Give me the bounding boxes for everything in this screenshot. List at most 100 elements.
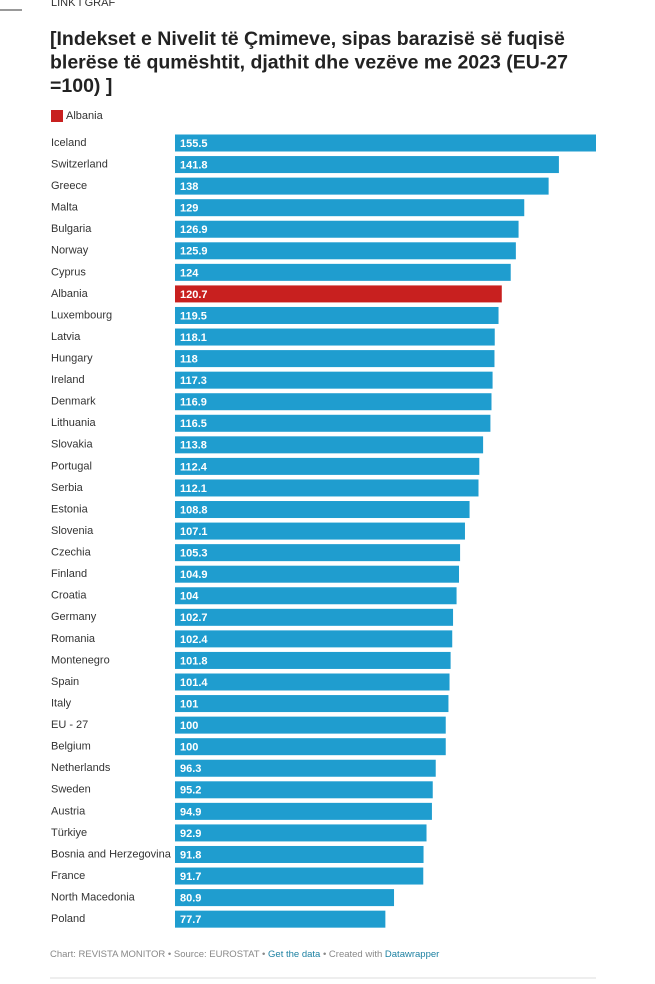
value-label: 104 <box>180 591 199 603</box>
bar <box>175 263 511 281</box>
value-label: 124 <box>180 267 199 279</box>
bar <box>175 759 436 777</box>
value-label: 138 <box>180 181 198 193</box>
value-label: 117.3 <box>180 375 207 387</box>
bar <box>175 781 433 799</box>
category-label: Türkiye <box>51 827 87 839</box>
value-label: 102.4 <box>180 634 208 646</box>
footer-text: Chart: REVISTA MONITOR <box>50 949 165 960</box>
category-label: Bosnia and Herzegovina <box>51 848 172 860</box>
category-label: Hungary <box>51 353 93 365</box>
bar <box>175 350 495 368</box>
value-label: 92.9 <box>180 828 201 840</box>
bar <box>175 501 470 519</box>
footer: Chart: REVISTA MONITOR • Source: EUROSTA… <box>50 949 439 960</box>
category-label: Serbia <box>51 482 84 494</box>
category-label: Denmark <box>51 396 96 408</box>
bar <box>175 651 451 669</box>
category-label: France <box>51 870 85 882</box>
bar <box>175 156 559 174</box>
bar <box>175 371 493 389</box>
category-label: North Macedonia <box>51 892 136 904</box>
value-label: 126.9 <box>180 224 208 236</box>
bar <box>175 867 424 885</box>
footer-link[interactable]: Datawrapper <box>385 949 439 960</box>
value-label: 77.7 <box>180 914 201 926</box>
category-label: Malta <box>51 202 79 214</box>
bar <box>175 630 453 648</box>
bar <box>175 587 457 605</box>
category-label: Latvia <box>51 331 81 343</box>
legend-swatch <box>51 110 63 122</box>
value-label: 112.1 <box>180 483 207 495</box>
legend-label: Albania <box>66 110 104 122</box>
value-label: 116.5 <box>180 418 207 430</box>
value-label: 119.5 <box>180 310 207 322</box>
value-label: 102.7 <box>180 612 208 624</box>
separator: • <box>259 949 268 960</box>
value-label: 100 <box>180 742 198 754</box>
category-label: Bulgaria <box>51 223 92 235</box>
bar <box>175 436 484 454</box>
value-label: 101 <box>180 698 198 710</box>
value-label: 107.1 <box>180 526 208 538</box>
footer-link[interactable]: Get the data <box>268 949 321 960</box>
value-label: 105.3 <box>180 548 208 560</box>
value-label: 94.9 <box>180 806 201 818</box>
chart-title: =100) ] <box>50 75 112 97</box>
value-label: 80.9 <box>180 893 201 905</box>
value-label: 112.4 <box>180 461 208 473</box>
bar <box>175 220 519 238</box>
category-label: Spain <box>51 676 79 688</box>
bar <box>175 738 446 756</box>
bar <box>175 134 596 152</box>
bar <box>175 824 427 842</box>
bar <box>175 199 525 217</box>
value-label: 141.8 <box>180 159 208 171</box>
value-label: 129 <box>180 203 198 215</box>
category-label: Germany <box>51 611 97 623</box>
category-label: Czechia <box>51 547 92 559</box>
bar <box>175 479 479 497</box>
value-label: 96.3 <box>180 763 201 775</box>
bar <box>175 522 465 540</box>
value-label: 95.2 <box>180 785 201 797</box>
value-label: 91.7 <box>180 871 201 883</box>
bar <box>175 673 450 691</box>
separator: • <box>320 949 329 960</box>
bar <box>175 177 549 195</box>
category-label: Poland <box>51 913 85 925</box>
bar <box>175 306 499 324</box>
bar <box>175 608 454 626</box>
category-label: Ireland <box>51 374 85 386</box>
bar <box>175 457 480 475</box>
bar <box>175 544 461 562</box>
value-label: 108.8 <box>180 504 208 516</box>
category-label: Portugal <box>51 460 92 472</box>
bar <box>175 889 395 907</box>
value-label: 118 <box>180 354 198 366</box>
chart-title: blerëse të qumështit, djathit dhe vezëve… <box>50 52 568 74</box>
value-label: 104.9 <box>180 569 208 581</box>
category-label: Belgium <box>51 741 91 753</box>
bar <box>175 328 495 346</box>
category-label: Finland <box>51 568 87 580</box>
value-label: 125.9 <box>180 246 208 258</box>
bar <box>175 393 492 411</box>
category-label: Sweden <box>51 784 91 796</box>
category-label: Montenegro <box>51 654 110 666</box>
bar <box>175 414 491 432</box>
value-label: 101.4 <box>180 677 208 689</box>
value-label: 113.8 <box>180 440 207 452</box>
chart-title: [Indekset e Nivelit të Çmimeve, sipas ba… <box>50 28 565 50</box>
category-label: Italy <box>51 697 72 709</box>
category-label: Albania <box>51 288 89 300</box>
category-label: Austria <box>51 805 86 817</box>
category-label: Greece <box>51 180 87 192</box>
category-label: Switzerland <box>51 158 108 170</box>
category-label: Slovenia <box>51 525 94 537</box>
value-label: 155.5 <box>180 138 208 150</box>
bar <box>175 242 516 260</box>
value-label: 101.8 <box>180 655 208 667</box>
